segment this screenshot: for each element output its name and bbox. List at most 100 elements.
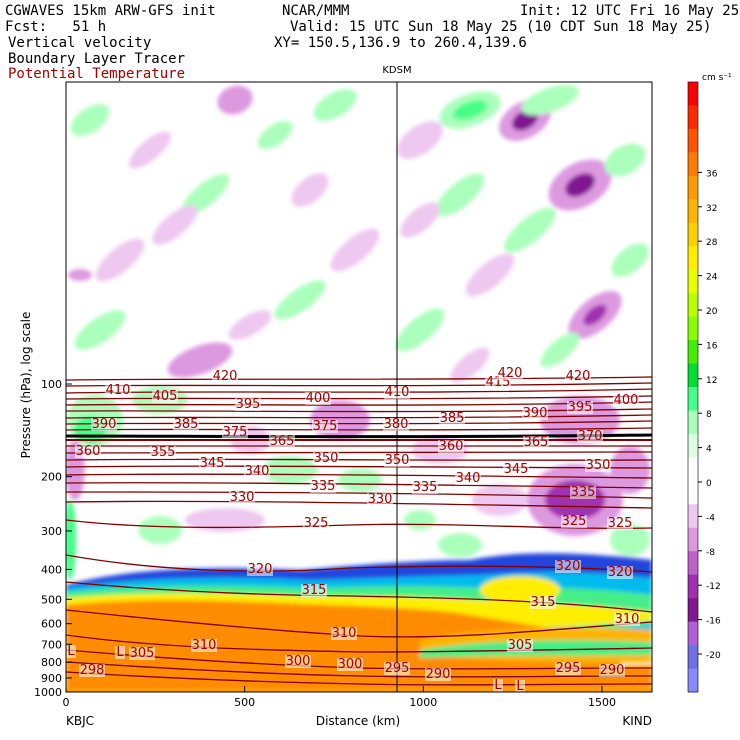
theta-label-bg [523,436,549,449]
colorbar: 36 32 28 24 20 16 12 8 4 0 -4 -8 -12 -16 -20 [687,81,721,693]
colorbar-segment [688,457,698,482]
theta-label: 310 [615,612,640,627]
colorbar-tick-label: 16 [706,341,718,351]
theta-label: 335 [311,479,336,494]
theta-label-bg [222,426,248,439]
theta-label-bg [439,412,465,425]
theta-label-bg [497,367,523,380]
theta-label-bg [530,596,556,609]
theta-label: 335 [413,480,438,495]
theta-label: 400 [614,393,639,408]
colorbar-segment [688,574,698,599]
theta-label: 360 [76,444,101,459]
theta-label: 320 [556,559,581,574]
theta-label-bg [285,655,311,668]
theta-label-bg [313,452,339,465]
theta-label: 400 [306,391,331,406]
theta-label-bg [247,563,273,576]
plot-frame [65,81,653,693]
left-endpoint-label: KBJC [66,714,94,728]
y-tick-label: 400 [41,563,62,576]
colorbar-segment [688,246,698,271]
theta-label: 375 [223,425,248,440]
colorbar-segment [688,387,698,411]
theta-label: 300 [286,654,311,669]
theta-label: 365 [270,434,295,449]
colorbar-segment [688,293,698,318]
y-tick-label: 500 [41,593,62,606]
valid-time: Valid: 15 UTC Sun 18 May 25 (10 CDT Sun … [290,19,712,35]
colorbar-segment [688,527,698,552]
colorbar-tick-label: -12 [706,582,721,592]
colorbar-tick-label: -8 [706,548,715,558]
theta-label: 420 [498,366,523,381]
colorbar-tick-label: 32 [706,204,717,214]
kdsm-label: KDSM [382,65,411,76]
theta-label: 340 [456,471,481,486]
theta-label-bg [607,517,633,530]
theta-label-bg [383,418,409,431]
theta-label-bg [152,390,178,403]
theta-label-bg [503,463,529,476]
theta-label: 395 [236,397,261,412]
x-axis-ticks: 0 500 1000 1500 [63,686,616,709]
theta-label: 298 [80,663,105,678]
colorbar-tick-label: 36 [706,169,718,179]
theta-label: 410 [385,385,410,400]
theta-label: 310 [192,638,217,653]
colorbar-segment [688,316,698,341]
theta-label-bg [585,459,611,472]
theta-label-bg [235,398,261,411]
theta-label: 300 [338,657,363,672]
theta-label-bg [567,401,593,414]
theta-label-bg [384,454,410,467]
theta-label-bg [384,662,410,675]
theta-label: 290 [426,667,451,682]
colorbar-segment [688,433,698,458]
theta-label: 405 [153,389,178,404]
theta-label: 320 [248,562,273,577]
theta-label-bg [229,491,255,504]
colorbar-segment [688,410,698,435]
colorbar-segment [688,551,698,576]
theta-label: 310 [332,626,357,641]
theta-label: 420 [213,369,238,384]
theta-label: 320 [608,565,633,580]
colorbar-tick-label: -16 [706,617,721,627]
theta-label: 375 [313,419,338,434]
colorbar-segment [688,340,698,365]
theta-label: 385 [440,411,465,426]
x-tick-label: 1000 [409,696,437,709]
field-boundary-layer-tracer: Boundary Layer Tracer [8,51,186,67]
theta-label: 345 [504,462,529,477]
colorbar-tick-label: 0 [706,479,712,489]
x-axis-label: Distance (km) [316,714,400,728]
field-vertical-velocity: Vertical velocity [8,35,152,51]
y-tick-label: 600 [41,618,62,631]
theta-label-bg [565,370,591,383]
theta-label-bg [425,668,451,681]
theta-label: 345 [200,456,225,471]
theta-label-bg [555,560,581,573]
y-tick-label: 100 [41,378,62,391]
colorbar-tick-label: 28 [706,238,718,248]
colorbar-segment [688,645,698,670]
colorbar-tick-label: 8 [706,410,712,420]
colorbar-units: cm s⁻¹ [702,73,732,83]
colorbar-tick-label: 4 [706,445,712,455]
theta-label-bg [105,384,131,397]
theta-label-bg [199,457,225,470]
y-tick-label: 900 [41,672,62,685]
theta-label-bg [301,584,327,597]
x-tick-label: 1500 [588,696,616,709]
theta-label: 355 [151,445,176,460]
theta-label-bg [522,407,548,420]
colorbar-segment [688,175,698,200]
theta-label-bg [493,679,503,692]
colorbar-frame [687,81,699,693]
theta-label: L [67,644,75,659]
theta-label: 420 [566,369,591,384]
theta-label-bg [455,472,481,485]
theta-label: 350 [314,451,339,466]
